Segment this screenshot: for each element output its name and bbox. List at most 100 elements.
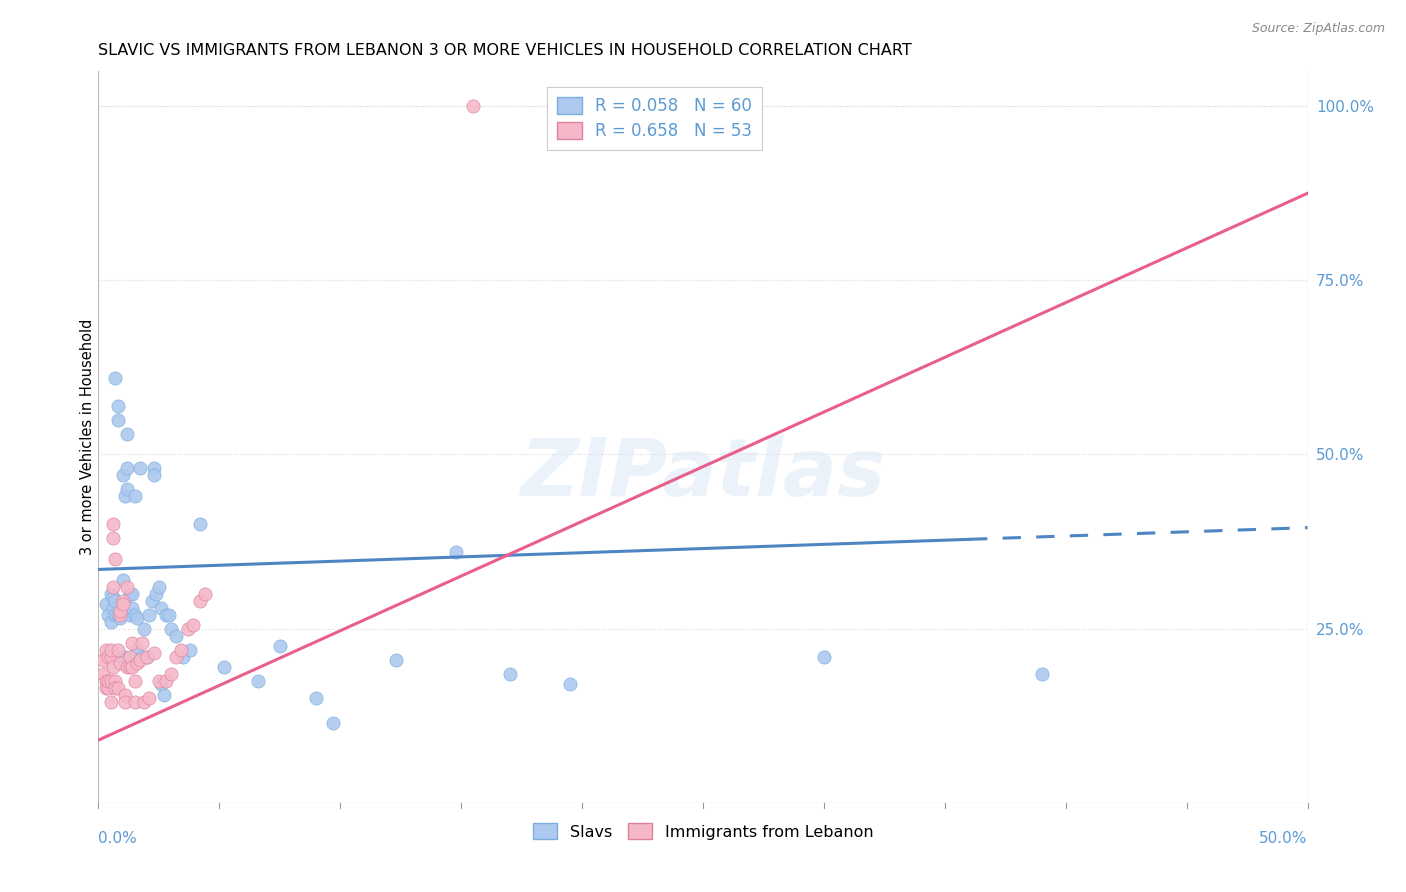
Point [181, 618, 204, 632]
Point [117, 461, 139, 475]
Point [111, 597, 134, 611]
Point [128, 461, 150, 475]
Point [194, 587, 217, 601]
Point [134, 695, 156, 709]
Point [104, 673, 127, 688]
Point [172, 649, 194, 664]
Point [148, 673, 170, 688]
Point [155, 673, 177, 688]
Point [101, 580, 124, 594]
Point [101, 517, 124, 532]
Point [101, 660, 124, 674]
Point [121, 587, 143, 601]
Point [100, 649, 122, 664]
Point [114, 489, 136, 503]
Point [97, 607, 120, 622]
Point [94, 681, 117, 695]
Point [108, 604, 131, 618]
Point [91, 653, 114, 667]
Point [108, 649, 131, 664]
Point [141, 594, 163, 608]
Point [150, 677, 173, 691]
Point [148, 580, 170, 594]
Point [322, 715, 344, 730]
Text: 50.0%: 50.0% [1260, 830, 1308, 846]
Point [100, 673, 122, 688]
Point [114, 688, 136, 702]
Point [143, 646, 166, 660]
Point [108, 607, 131, 622]
Point [177, 622, 200, 636]
Point [107, 642, 129, 657]
Point [108, 657, 131, 671]
Point [269, 639, 291, 653]
Point [101, 591, 124, 605]
Point [155, 607, 177, 622]
Point [212, 660, 235, 674]
Point [118, 607, 141, 622]
Point [247, 673, 270, 688]
Point [127, 657, 149, 671]
Point [128, 653, 150, 667]
Point [127, 642, 149, 657]
Text: 0.0%: 0.0% [98, 830, 138, 846]
Point [124, 489, 146, 503]
Point [107, 412, 129, 426]
Point [143, 461, 166, 475]
Point [169, 642, 191, 657]
Point [131, 649, 153, 664]
Point [104, 681, 127, 695]
Point [104, 594, 127, 608]
Point [160, 622, 183, 636]
Point [107, 607, 129, 622]
Text: ZIPatlas: ZIPatlas [520, 434, 886, 513]
Point [498, 667, 520, 681]
Point [104, 552, 127, 566]
Point [114, 649, 136, 664]
Point [124, 607, 146, 622]
Point [121, 600, 143, 615]
Point [104, 371, 127, 385]
Point [101, 600, 124, 615]
Point [118, 660, 141, 674]
Point [135, 649, 157, 664]
Point [107, 681, 129, 695]
Point [179, 642, 201, 657]
Point [131, 635, 153, 649]
Point [97, 673, 120, 688]
Point [124, 695, 146, 709]
Point [150, 600, 173, 615]
Y-axis label: 3 or more Vehicles in Household: 3 or more Vehicles in Household [80, 319, 94, 555]
Point [117, 426, 139, 441]
Point [117, 660, 139, 674]
Point [100, 587, 122, 601]
Legend: Slavs, Immigrants from Lebanon: Slavs, Immigrants from Lebanon [526, 817, 880, 846]
Point [138, 607, 160, 622]
Point [107, 399, 129, 413]
Point [117, 483, 139, 497]
Point [97, 681, 120, 695]
Point [157, 607, 180, 622]
Point [111, 573, 134, 587]
Point [138, 691, 160, 706]
Point [121, 660, 143, 674]
Point [385, 653, 408, 667]
Point [94, 642, 117, 657]
Point [446, 545, 468, 559]
Point [108, 611, 131, 625]
Point [160, 667, 183, 681]
Point [305, 691, 328, 706]
Text: SLAVIC VS IMMIGRANTS FROM LEBANON 3 OR MORE VEHICLES IN HOUSEHOLD CORRELATION CH: SLAVIC VS IMMIGRANTS FROM LEBANON 3 OR M… [98, 43, 912, 58]
Point [463, 99, 485, 113]
Point [188, 517, 211, 532]
Point [1031, 667, 1053, 681]
Point [143, 468, 166, 483]
Point [101, 531, 124, 545]
Point [134, 622, 156, 636]
Point [558, 677, 581, 691]
Point [117, 580, 139, 594]
Point [100, 695, 122, 709]
Point [91, 667, 114, 681]
Point [165, 629, 187, 643]
Point [813, 649, 835, 664]
